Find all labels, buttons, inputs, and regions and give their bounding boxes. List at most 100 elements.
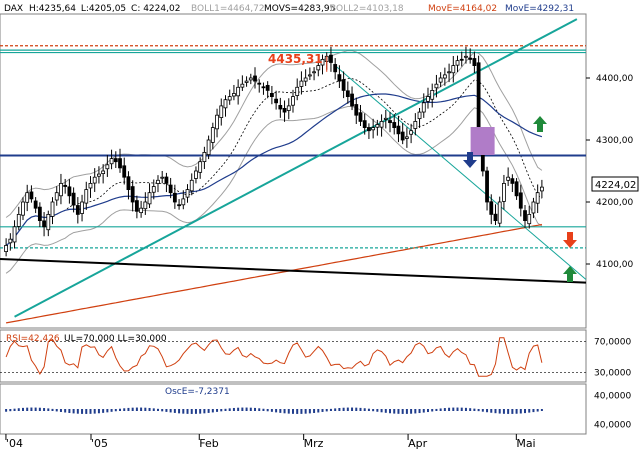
candle-body bbox=[434, 83, 439, 89]
candle-body bbox=[54, 192, 59, 201]
candle-body bbox=[240, 83, 245, 88]
legend-boll2: BOLL2=4103,18 bbox=[330, 4, 404, 14]
candle-body bbox=[109, 158, 114, 165]
candle-body bbox=[25, 192, 30, 203]
uptrend-line bbox=[14, 18, 578, 318]
candle-body bbox=[160, 176, 165, 179]
candle-body bbox=[510, 178, 515, 184]
horizontal-levels bbox=[0, 45, 586, 249]
candle-body bbox=[527, 213, 532, 225]
candle-body bbox=[485, 170, 489, 203]
candle-body bbox=[63, 184, 68, 187]
candle-body bbox=[101, 170, 106, 174]
candle-body bbox=[514, 181, 519, 197]
candle-body bbox=[168, 184, 173, 194]
candle-body bbox=[198, 161, 203, 173]
move-blue-line bbox=[5, 93, 543, 246]
candle-body bbox=[316, 65, 321, 71]
candle-body bbox=[438, 77, 443, 83]
up-arrow-green bbox=[533, 116, 547, 132]
peak-label: 4435,31 bbox=[268, 52, 323, 66]
candle-body bbox=[210, 127, 215, 143]
candle-body bbox=[88, 182, 93, 189]
downtrend-line bbox=[334, 65, 587, 280]
bollinger-lower-line bbox=[5, 106, 543, 274]
last-price-tag: 4224,02 bbox=[595, 180, 636, 191]
up-arrow-green bbox=[563, 266, 577, 282]
candle-body bbox=[71, 192, 76, 206]
candle-body bbox=[189, 179, 194, 192]
time-tick-label: Feb bbox=[199, 437, 218, 450]
candle-body bbox=[147, 192, 152, 205]
osc-tick-label: 40,0000 bbox=[594, 391, 631, 401]
candle-body bbox=[122, 165, 127, 178]
candle-body bbox=[329, 54, 333, 63]
candle-body bbox=[400, 131, 405, 141]
candle-body bbox=[493, 213, 498, 222]
time-tick-label: '04 bbox=[6, 437, 23, 450]
price-axis: 4100,00 4200,00 4300,00 4400,00 bbox=[586, 74, 633, 270]
candle-body bbox=[50, 201, 55, 217]
candle-body bbox=[59, 182, 63, 197]
candle-body bbox=[4, 244, 9, 252]
candle-body bbox=[105, 164, 110, 170]
osc-panel: 40,0000 40,0000 bbox=[5, 391, 631, 431]
candle-body bbox=[383, 117, 388, 120]
support-line bbox=[0, 258, 587, 284]
rsi-panel-frame bbox=[0, 329, 587, 383]
candle-body bbox=[371, 127, 376, 131]
main-panel-frame bbox=[0, 13, 587, 329]
candle-body bbox=[388, 120, 392, 124]
candle-body bbox=[248, 77, 253, 81]
candle-body bbox=[282, 107, 287, 113]
marker-box bbox=[470, 127, 495, 155]
last-price-tag-box bbox=[591, 176, 639, 192]
bollinger-upper-line bbox=[5, 50, 543, 218]
candle-body bbox=[506, 176, 511, 181]
candle-body bbox=[172, 192, 177, 203]
candle-body bbox=[139, 207, 144, 214]
movs-line bbox=[5, 78, 543, 246]
osc-tick-label: 40,0000 bbox=[594, 421, 631, 431]
candle-body bbox=[253, 75, 257, 82]
rsi-levels: UL=70,000 LL=30,000 bbox=[64, 334, 167, 344]
price-tick-label: 4100,00 bbox=[596, 260, 633, 270]
legend-boll1: BOLL1=4464,72 bbox=[191, 4, 265, 14]
candle-body bbox=[396, 125, 401, 135]
candle-body bbox=[42, 220, 46, 228]
trendlines bbox=[0, 18, 587, 318]
candle-body bbox=[67, 186, 72, 197]
candle-body bbox=[202, 151, 207, 163]
candle-body bbox=[459, 58, 464, 61]
annotations bbox=[326, 56, 577, 282]
candle-body bbox=[430, 90, 435, 100]
candle-body bbox=[379, 121, 384, 128]
candle-body bbox=[367, 127, 371, 132]
candle-body bbox=[286, 105, 291, 111]
candle-body bbox=[472, 58, 477, 67]
candle-body bbox=[33, 200, 38, 209]
time-tick-label: Apr bbox=[408, 437, 428, 450]
candle-body bbox=[118, 158, 122, 169]
candle-body bbox=[442, 74, 447, 79]
candle-body bbox=[375, 124, 380, 128]
candle-body bbox=[75, 205, 80, 215]
candle-body bbox=[421, 102, 426, 113]
rsi-title: RSI=42,426 bbox=[6, 334, 60, 344]
candle-body bbox=[502, 182, 506, 202]
candle-body bbox=[291, 96, 295, 106]
candle-body bbox=[134, 200, 139, 212]
candle-body bbox=[236, 86, 241, 97]
candle-body bbox=[206, 139, 211, 156]
candle-body bbox=[21, 201, 25, 216]
candle-body bbox=[451, 65, 456, 74]
candle-body bbox=[312, 71, 316, 74]
candle-body bbox=[426, 96, 430, 102]
candle-body bbox=[130, 186, 135, 203]
candle-body bbox=[278, 105, 283, 110]
candle-body bbox=[362, 120, 367, 128]
osc-title: OscE=-7,2371 bbox=[165, 387, 230, 397]
candle-body bbox=[232, 93, 236, 97]
